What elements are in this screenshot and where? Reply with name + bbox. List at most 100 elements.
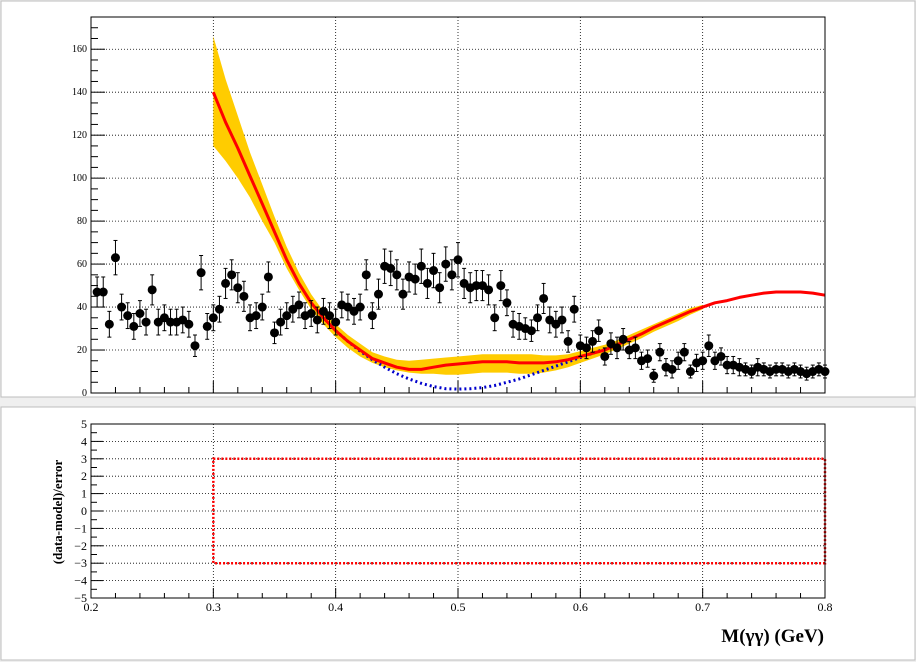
data-point <box>227 270 237 280</box>
data-point <box>502 298 512 308</box>
bottom-y-tick-label: −4 <box>74 574 87 588</box>
data-point <box>490 313 500 323</box>
top-y-tick-label: 0 <box>82 388 87 399</box>
x-tick-label: 0.5 <box>451 600 466 614</box>
bottom-y-tick-label: 0 <box>81 504 87 518</box>
data-point <box>569 304 579 314</box>
bottom-y-tick-label: −2 <box>74 539 87 553</box>
bottom-pad-frame <box>0 406 916 661</box>
model-curve <box>211 91 826 371</box>
top-y-tick-label: 60 <box>77 259 87 270</box>
data-point <box>331 317 341 327</box>
data-point <box>312 315 322 325</box>
data-point <box>416 261 426 271</box>
residual-band <box>212 457 827 565</box>
data-point <box>123 311 133 321</box>
data-point <box>239 291 249 301</box>
data-point <box>135 309 145 319</box>
x-axis-label: M(γγ) (GeV) <box>721 626 824 647</box>
top-y-tick-label: 100 <box>72 173 87 184</box>
data-point <box>533 313 543 323</box>
data-point <box>184 319 194 329</box>
data-point <box>202 321 212 331</box>
data-point <box>612 343 622 353</box>
data-point <box>618 334 628 344</box>
data-point <box>422 278 432 288</box>
data-point <box>484 285 494 295</box>
data-point <box>643 354 653 364</box>
data-point <box>655 347 665 357</box>
data-point <box>214 304 224 314</box>
data-point <box>398 289 408 299</box>
data-point <box>270 328 279 338</box>
data-point <box>581 343 591 353</box>
x-tick-label: 0.3 <box>206 600 221 614</box>
data-point <box>447 270 457 280</box>
data-point <box>557 315 567 325</box>
bottom-plot: −5 −4 −3 −2 −1 0 1 2 3 4 5 0.2 0.3 0.4 0.5 0.6 0.7 0.8 <box>74 417 832 614</box>
data-point <box>325 311 335 321</box>
bottom-y-tick-label: −5 <box>74 591 87 605</box>
data-point <box>306 309 316 319</box>
bottom-y-tick-label: 5 <box>81 417 87 431</box>
bottom-y-tick-label: 2 <box>81 469 87 483</box>
data-point <box>361 270 371 280</box>
data-point <box>630 343 640 353</box>
data-point <box>704 341 714 351</box>
top-y-tick-label: 160 <box>72 44 87 55</box>
data-point <box>367 311 377 321</box>
data-point <box>594 326 604 336</box>
bottom-y-tick-label: 4 <box>81 434 87 448</box>
x-tick-label: 0.4 <box>328 600 343 614</box>
data-point <box>392 270 402 280</box>
data-point <box>526 326 536 336</box>
data-point <box>208 313 218 323</box>
data-point <box>98 287 108 297</box>
data-point <box>429 266 439 276</box>
data-point <box>410 274 420 284</box>
data-point <box>685 367 695 377</box>
data-point <box>141 317 151 327</box>
data-point <box>129 321 139 331</box>
data-point <box>276 317 286 327</box>
data-point <box>196 268 206 278</box>
data-point <box>716 351 726 361</box>
data-point <box>251 311 261 321</box>
bottom-y-tick-label: −1 <box>74 521 87 535</box>
data-point <box>453 255 463 265</box>
bottom-y-tick-label: −3 <box>74 556 87 570</box>
top-plot: 0 20 40 60 80 100 120 140 160 <box>72 16 830 399</box>
data-point <box>441 259 451 269</box>
x-tick-label: 0.7 <box>695 600 710 614</box>
data-point <box>679 347 689 357</box>
data-point <box>588 336 598 346</box>
bottom-y-tick-label: 3 <box>81 452 87 466</box>
data-point <box>649 371 659 381</box>
data-point <box>110 253 120 263</box>
data-point <box>294 300 304 310</box>
data-point <box>104 319 114 329</box>
data-point <box>190 341 200 351</box>
data-point <box>698 356 708 366</box>
data-point <box>386 263 396 273</box>
x-tick-label: 0.8 <box>818 600 833 614</box>
top-y-tick-label: 140 <box>72 87 87 98</box>
data-point <box>539 293 549 303</box>
data-point <box>147 285 157 295</box>
data-point <box>221 278 231 288</box>
data-point <box>667 364 677 374</box>
top-y-tick-label: 20 <box>77 345 87 356</box>
data-point <box>233 283 243 293</box>
top-pad-frame <box>0 0 916 398</box>
data-point <box>282 311 292 321</box>
x-tick-label: 0.2 <box>84 600 99 614</box>
bottom-y-tick-label: 1 <box>81 487 87 501</box>
top-y-tick-label: 80 <box>77 216 87 227</box>
x-tick-label: 0.6 <box>573 600 588 614</box>
data-point <box>257 302 267 312</box>
data-point <box>373 289 383 299</box>
data-point <box>355 302 365 312</box>
data-point <box>117 302 127 312</box>
data-point <box>563 336 573 346</box>
